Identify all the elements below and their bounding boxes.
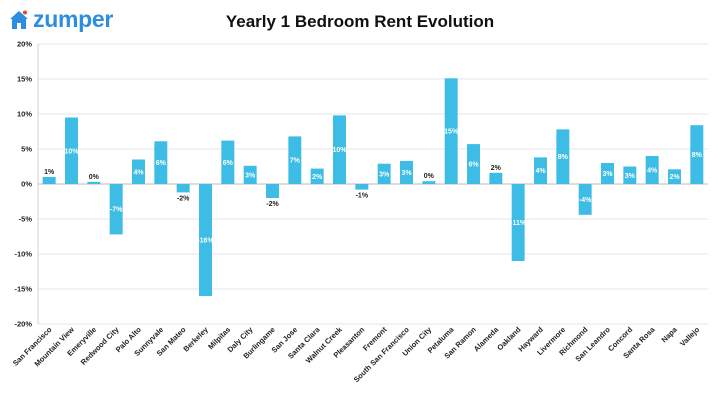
data-label: 6% xyxy=(468,162,479,169)
data-label: 0% xyxy=(89,174,100,181)
bar xyxy=(243,165,257,184)
brand-name: zumper xyxy=(33,6,113,32)
bar xyxy=(355,184,369,190)
bar xyxy=(65,117,78,184)
bar xyxy=(489,172,503,184)
data-label: 6% xyxy=(156,160,167,167)
bar xyxy=(132,159,145,184)
data-label: 8% xyxy=(692,152,703,159)
data-label: 6% xyxy=(223,160,234,167)
y-tick-label: -20% xyxy=(14,320,32,329)
data-label: 8% xyxy=(558,154,569,161)
data-label: 3% xyxy=(625,173,636,180)
bar xyxy=(266,184,279,198)
bar xyxy=(288,136,302,184)
bar xyxy=(42,177,56,184)
data-label: -2% xyxy=(266,201,279,208)
bar xyxy=(601,163,614,184)
bar xyxy=(400,160,413,184)
y-tick-label: 15% xyxy=(17,75,32,84)
bar xyxy=(623,166,637,184)
bar xyxy=(154,141,168,184)
data-label: 7% xyxy=(290,158,301,165)
bar xyxy=(668,169,681,184)
bar xyxy=(377,163,391,184)
x-tick-label: Napa xyxy=(660,324,680,344)
data-label: -7% xyxy=(110,207,123,214)
bar xyxy=(310,168,324,184)
bar xyxy=(690,125,704,184)
bar xyxy=(176,184,190,193)
data-label: 4% xyxy=(535,168,546,175)
bar xyxy=(221,140,235,184)
bar xyxy=(556,129,570,184)
y-tick-label: -5% xyxy=(19,215,33,224)
bar xyxy=(444,78,458,184)
bar xyxy=(422,181,436,184)
data-label: -4% xyxy=(579,197,592,204)
y-tick-label: 10% xyxy=(17,110,32,119)
data-label: 0% xyxy=(424,173,435,180)
data-label: 15% xyxy=(444,129,459,136)
bar xyxy=(467,144,480,184)
data-label: 3% xyxy=(401,170,412,177)
data-label: 2% xyxy=(669,174,680,181)
data-label: 10% xyxy=(64,148,79,155)
data-label: 4% xyxy=(133,169,144,176)
data-label: -1% xyxy=(356,193,369,200)
data-label: 10% xyxy=(332,147,347,154)
x-tick-label: Alameda xyxy=(472,324,501,353)
bar xyxy=(511,184,525,261)
bar xyxy=(578,184,592,215)
data-label: 1% xyxy=(44,169,55,176)
bar xyxy=(333,115,346,184)
x-tick-label: Berkeley xyxy=(181,324,210,353)
data-label: 2% xyxy=(491,165,502,172)
data-label: -16% xyxy=(197,238,214,245)
bar xyxy=(87,181,101,184)
bar xyxy=(534,157,547,184)
x-tick-label: Vallejo xyxy=(678,325,701,348)
bar xyxy=(199,184,212,296)
zumper-logo: zumper xyxy=(8,6,113,33)
y-tick-label: -10% xyxy=(14,250,32,259)
data-label: 3% xyxy=(602,171,613,178)
y-tick-label: 0% xyxy=(21,180,32,189)
y-tick-label: -15% xyxy=(14,285,32,294)
data-label: 4% xyxy=(647,168,658,175)
y-tick-label: 5% xyxy=(21,145,32,154)
data-label: -11% xyxy=(510,220,527,227)
data-label: 2% xyxy=(312,174,323,181)
data-label: 3% xyxy=(245,172,256,179)
house-icon xyxy=(10,10,28,29)
data-label: 3% xyxy=(379,171,390,178)
bar xyxy=(109,184,123,235)
bar xyxy=(645,156,659,184)
chart-title: Yearly 1 Bedroom Rent Evolution xyxy=(225,12,495,31)
y-tick-label: 20% xyxy=(17,40,32,49)
data-label: -2% xyxy=(177,195,190,202)
